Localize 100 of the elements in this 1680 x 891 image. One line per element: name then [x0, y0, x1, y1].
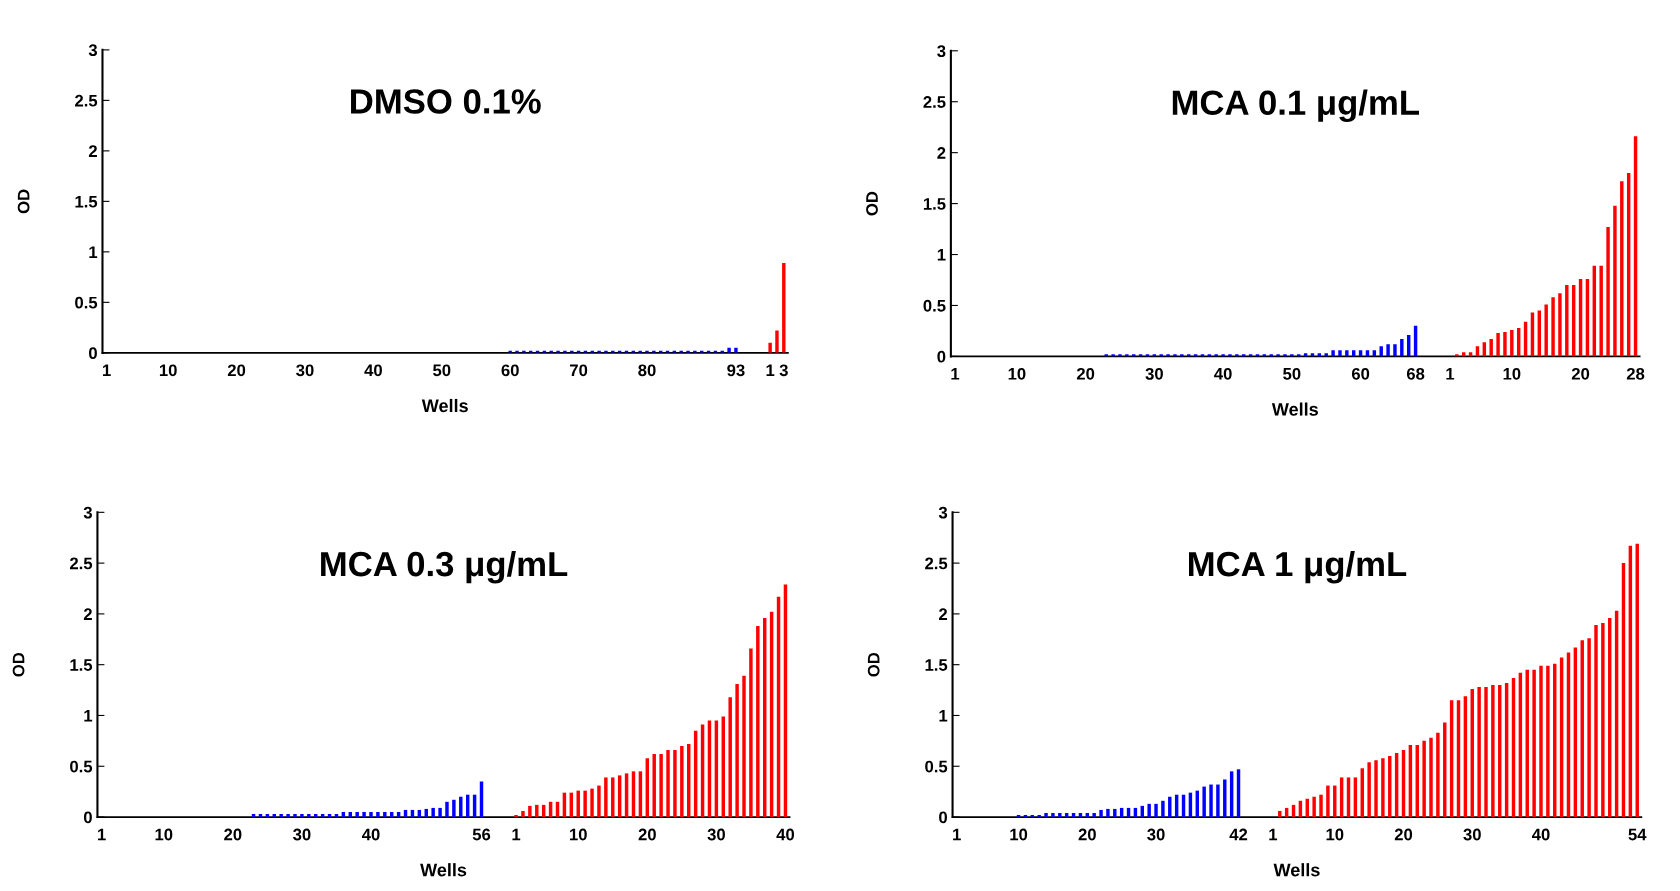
bar [293, 814, 297, 818]
bar [576, 790, 580, 818]
bar [1558, 293, 1562, 357]
bar [768, 342, 772, 353]
bar [1147, 803, 1151, 818]
bar [1436, 732, 1440, 818]
bar [1587, 638, 1591, 818]
x-tick-label: 40 [776, 828, 795, 841]
x-tick-label: 93 [727, 364, 745, 377]
x-axis-title: Wells [1273, 863, 1320, 877]
bar [1125, 354, 1129, 357]
y-axis-title: OD [17, 189, 30, 214]
x-tick-label: 60 [1351, 367, 1370, 380]
text: MCA 0.3 μg/mL [321, 550, 568, 584]
x-tick-label: 50 [433, 364, 451, 377]
y-tick-label: 0 [89, 347, 97, 360]
y-tick-label: 1.5 [925, 659, 948, 671]
bar [680, 745, 684, 818]
bar [742, 675, 746, 818]
y-axis-title: OD [12, 652, 25, 677]
bar [1379, 346, 1383, 357]
bar [286, 814, 290, 818]
x-axis-title: Wells [1271, 402, 1318, 416]
bar [727, 347, 731, 353]
y-tick-label: 2.5 [923, 96, 946, 108]
x-tick-label: 20 [1076, 367, 1095, 380]
bar [383, 811, 387, 818]
x-tick-label: 20 [1394, 828, 1413, 841]
text: MCA 1 μg/mL [1189, 550, 1407, 584]
bar [1319, 794, 1323, 818]
x-tick-label: 20 [1078, 828, 1096, 841]
y-tick-label: 3 [938, 506, 948, 519]
y-tick-label: 1 [84, 710, 93, 722]
bar [528, 805, 532, 818]
bar [1106, 808, 1110, 818]
y-tick-label: 0 [83, 811, 92, 824]
bar [1324, 353, 1328, 357]
bar [445, 801, 449, 818]
x-tick-label: 1 [512, 828, 521, 841]
y-axis-title: OD [866, 191, 878, 216]
bar [666, 750, 670, 818]
y-tick-label: 3 [83, 506, 92, 519]
x-tick-label: 20 [638, 828, 656, 841]
bar [1594, 625, 1598, 818]
bar [749, 648, 753, 818]
bar [362, 811, 366, 818]
bar [300, 814, 304, 818]
bar [521, 810, 525, 818]
bar [1532, 669, 1536, 818]
x-tick-label: 10 [1503, 367, 1521, 380]
bar [604, 777, 608, 818]
bar [1599, 265, 1603, 357]
x-tick-label: 3 [779, 364, 788, 377]
bar [535, 804, 539, 818]
bar [1037, 815, 1041, 818]
bar [1613, 205, 1617, 357]
bar [1235, 354, 1239, 357]
bar [1331, 350, 1335, 357]
bar [1111, 354, 1115, 357]
x-tick-label: 70 [570, 364, 588, 377]
bar [659, 754, 663, 818]
x-tick-label: 40 [364, 364, 382, 377]
x-tick-label: 40 [1531, 828, 1550, 841]
y-tick-label: 0 [939, 811, 948, 824]
bar [1544, 304, 1548, 357]
x-tick-label: 30 [296, 364, 314, 377]
y-tick-label: 1.5 [70, 659, 93, 671]
y-tick-label: 0.5 [75, 296, 98, 309]
y-tick-label: 2.5 [925, 557, 948, 570]
x-tick-label: 20 [224, 828, 242, 841]
x-tick-label: 50 [1283, 367, 1301, 380]
x-axis-title: Wells [420, 863, 467, 877]
bar [1565, 285, 1569, 357]
bar [652, 754, 656, 818]
y-tick-label: 3 [88, 44, 98, 57]
y-tick-label: 0.5 [70, 760, 93, 773]
bar [734, 347, 738, 353]
x-tick-label: 60 [501, 364, 519, 377]
bar [1283, 354, 1287, 357]
bar [1620, 181, 1624, 357]
x-tick-label: 30 [1145, 367, 1163, 380]
y-tick-label: 0 [937, 350, 946, 363]
y-tick-label: 0.5 [925, 760, 948, 773]
bar [1601, 623, 1605, 818]
bar [1510, 329, 1514, 357]
bar [1118, 354, 1122, 357]
x-tick-label: 10 [570, 828, 587, 841]
bar [1386, 344, 1390, 357]
bar [735, 683, 739, 818]
bar [355, 811, 359, 818]
bar [1173, 354, 1177, 357]
x-tick-label: 28 [1626, 367, 1645, 380]
y-tick-label: 3 [937, 45, 946, 58]
bar [1491, 685, 1495, 818]
y-tick-label: 1.5 [75, 195, 98, 208]
x-tick-label: 1 [1269, 828, 1278, 841]
bar [590, 788, 594, 818]
x-tick-label: 1 [766, 364, 775, 377]
bar [1216, 784, 1220, 818]
bar [1546, 665, 1550, 818]
